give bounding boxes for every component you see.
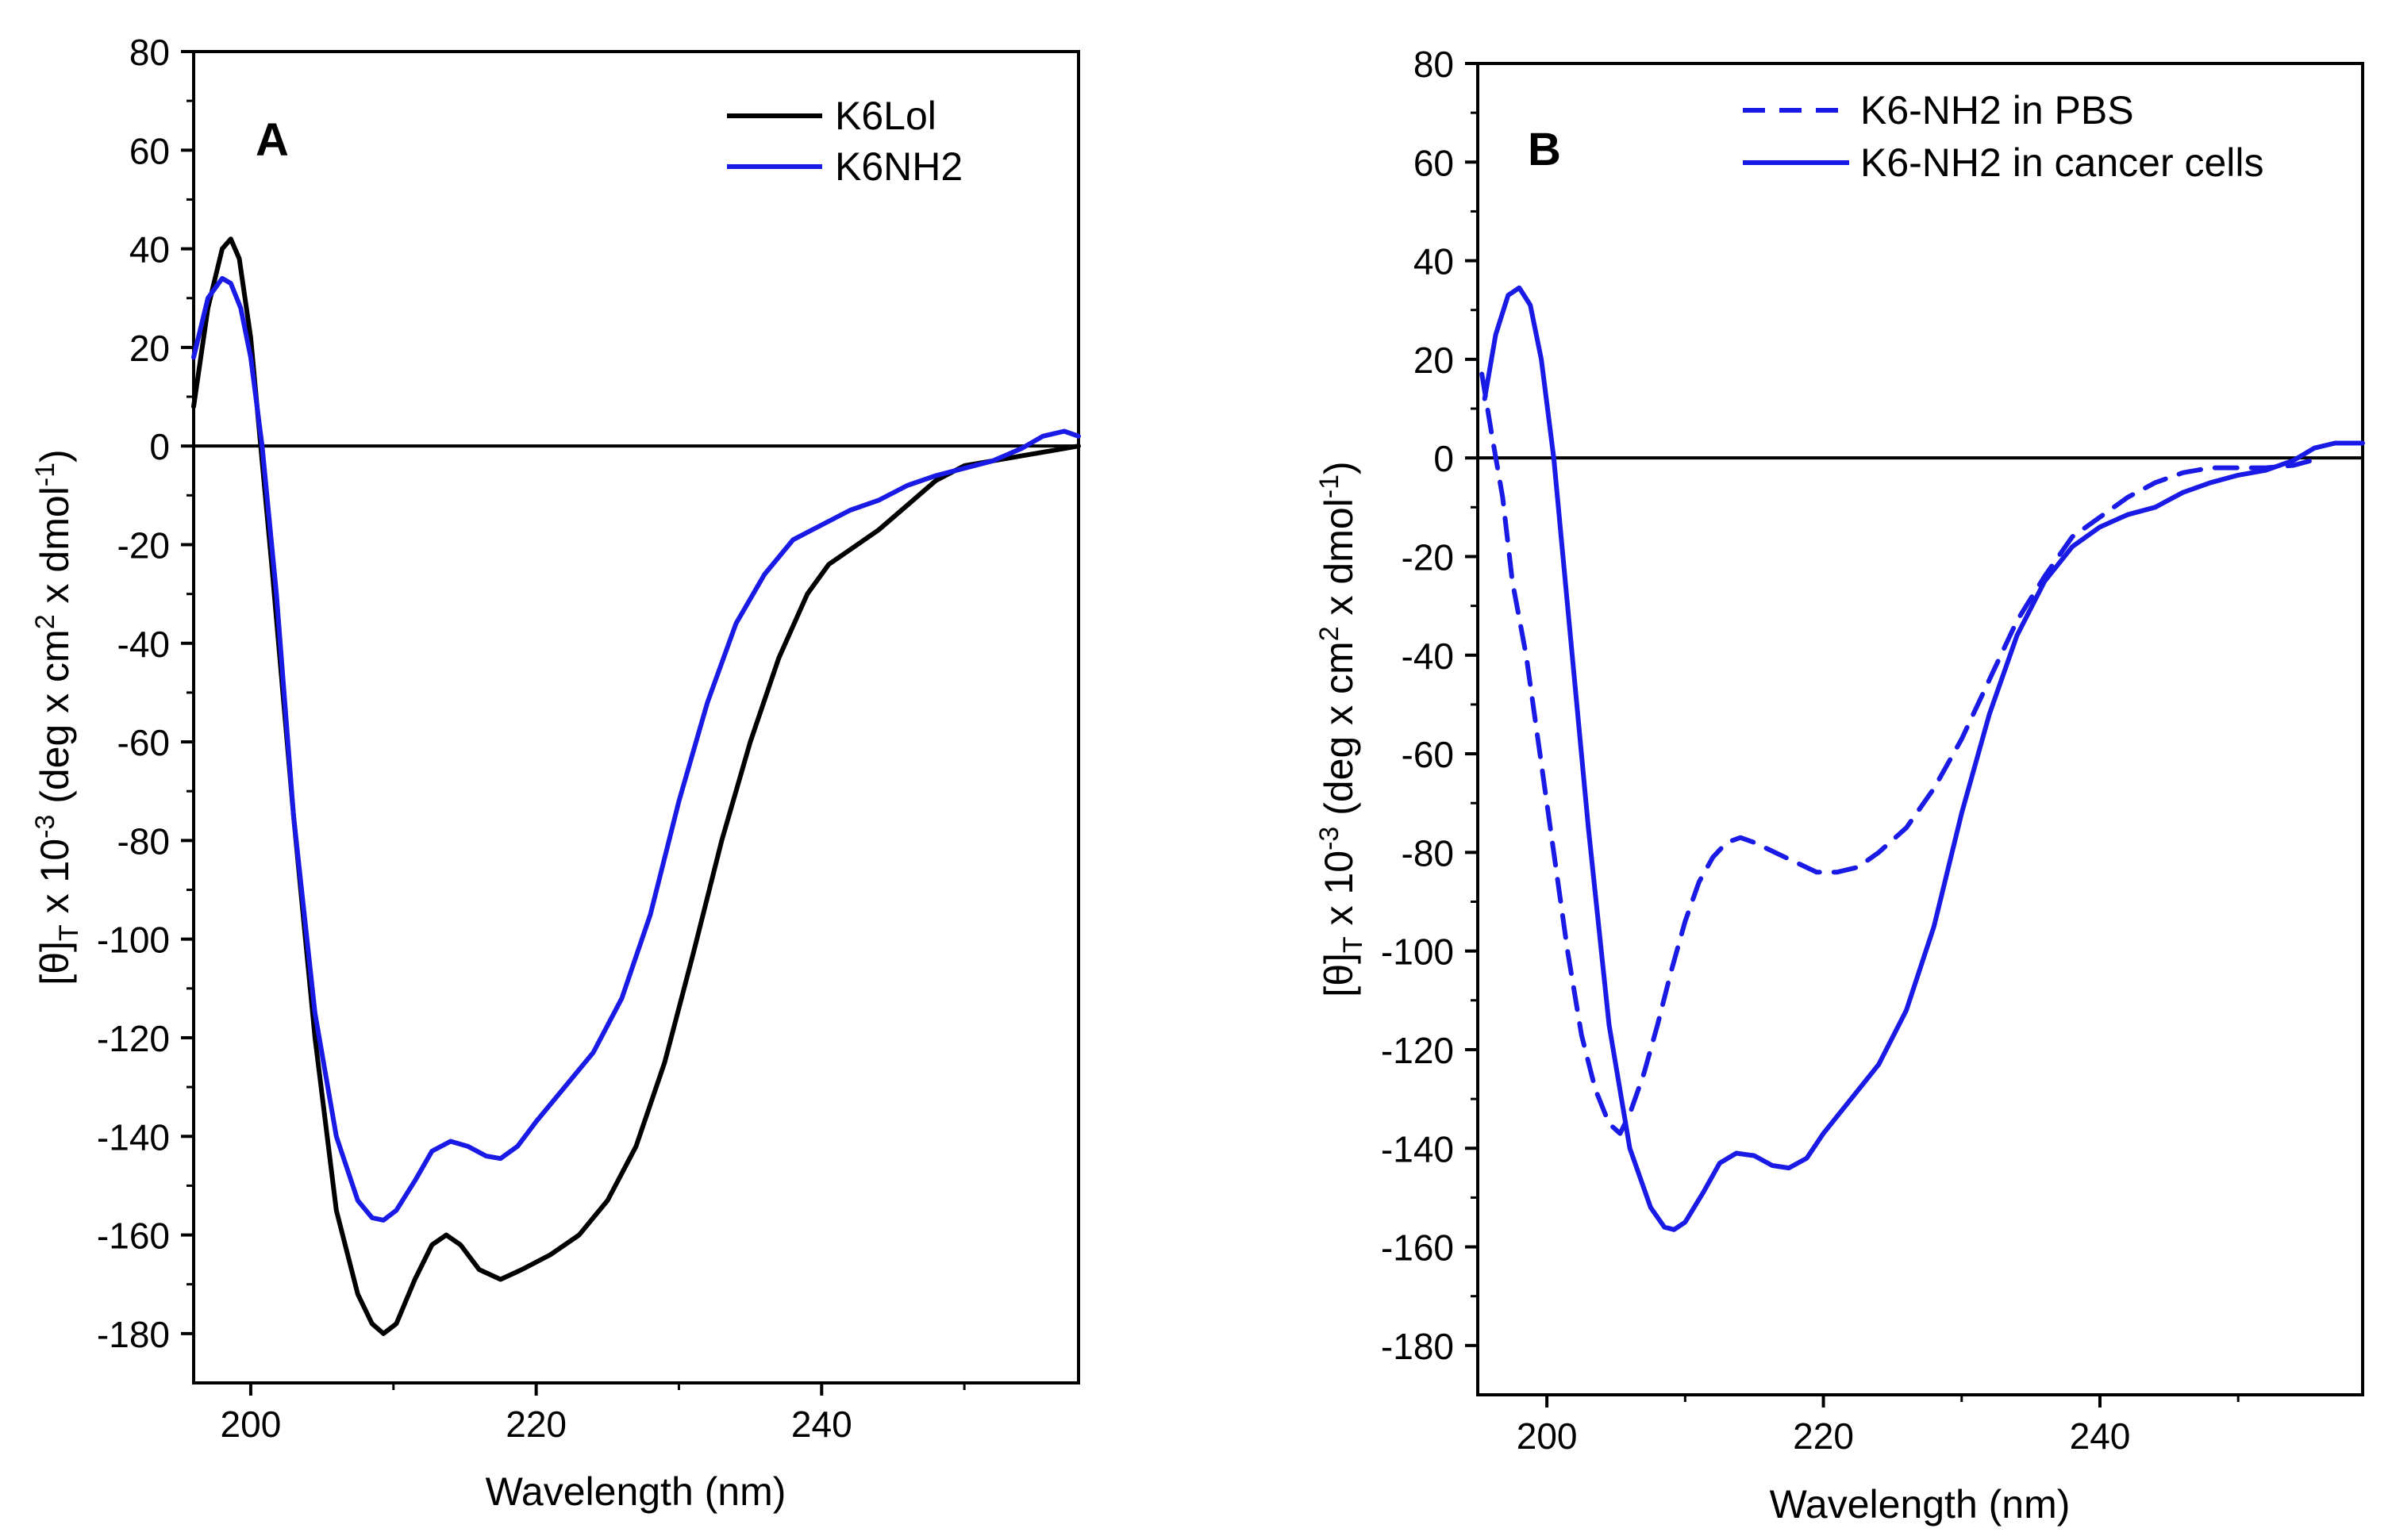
panel-b-ytick-label: 60 — [1413, 142, 1454, 183]
panel-a-ytick-label: -140 — [97, 1116, 170, 1158]
panel-b-ylabel-part: x 10 — [1317, 851, 1361, 936]
panel-a-ytick-label: -100 — [97, 920, 170, 961]
panel-b-ylabel-part: -1 — [1314, 474, 1344, 498]
panel-a-ylabel-part: x dmol — [33, 486, 77, 614]
panel-a-xlabel: Wavelength (nm) — [486, 1469, 786, 1514]
panel-a-chart: 806040200-20-40-60-80-100-120-140-160-18… — [30, 32, 1081, 1514]
panel-b-ytick-label: -80 — [1402, 832, 1454, 874]
panel-b-plot-frame — [1476, 62, 2364, 1396]
panel-a-ylabel: [θ]T x 10-3 (deg x cm2 x dmol-1) — [30, 449, 84, 985]
panel-a-ytick-label: 0 — [149, 426, 170, 467]
panel-a-ytick-label: -180 — [97, 1314, 170, 1355]
panel-b-ylabel-part: T — [1338, 936, 1368, 953]
panel-b-ylabel-part: [θ] — [1317, 953, 1361, 997]
panel-a-label: A — [256, 114, 289, 166]
panel-b-ytick-label: 0 — [1433, 438, 1454, 479]
panel-b-ytick-label: -120 — [1381, 1030, 1454, 1071]
panel-b-series-line — [1479, 371, 2324, 1136]
panel-a-plot-frame — [192, 50, 1080, 1384]
panel-a-ylabel-part: T — [54, 924, 84, 941]
panel-a-ylabel-part: (deg x cm — [33, 629, 77, 814]
panel-a-series-line — [191, 236, 1081, 1336]
panel-a-legend-label: K6Lol — [835, 94, 936, 138]
panel-b-ylabel-part: (deg x cm — [1317, 641, 1361, 826]
panel-b-ytick-label: -160 — [1381, 1227, 1454, 1269]
panel-b-xlabel: Wavelength (nm) — [1770, 1482, 2071, 1527]
panel-a-legend-label: K6NH2 — [835, 144, 963, 189]
panel-b-series — [1479, 285, 2365, 1232]
panel-b-ytick-label: -60 — [1402, 734, 1454, 775]
panel-a-ytick-label: 80 — [129, 32, 170, 73]
panel-b-chart: 806040200-20-40-60-80-100-120-140-160-18… — [1314, 44, 2365, 1527]
panel-a-series-line — [191, 275, 1081, 1223]
panel-a-ytick-label: 60 — [129, 130, 170, 171]
panel-a-ytick-label: 20 — [129, 328, 170, 369]
panel-a-legend: K6Lol K6NH2 — [727, 94, 963, 189]
panel-a-ylabel-part: -1 — [30, 463, 60, 486]
panel-b-ylabel-part: ) — [1317, 461, 1361, 474]
panel-a-ylabel-part: -3 — [30, 815, 60, 839]
panel-b-ytick-label: 20 — [1413, 340, 1454, 381]
panel-b-axes: 806040200-20-40-60-80-100-120-140-160-18… — [1381, 44, 2363, 1457]
panel-a-ytick-label: -80 — [117, 820, 170, 862]
panel-b-legend: K6-NH2 in PBS K6-NH2 in cancer cells — [1743, 88, 2264, 185]
panel-b-ytick-label: -180 — [1381, 1326, 1454, 1367]
panel-b-ytick-label: 80 — [1413, 44, 1454, 85]
panel-a-ylabel-part: 2 — [30, 614, 60, 629]
panel-a-ytick-label: -40 — [117, 624, 170, 665]
panel-b-series-line — [1482, 285, 2365, 1232]
panel-b-ytick-label: -140 — [1381, 1128, 1454, 1169]
panel-a-xtick-label: 220 — [506, 1404, 567, 1445]
panel-b-ytick-label: -20 — [1402, 536, 1454, 578]
panel-b-legend-label: K6-NH2 in cancer cells — [1860, 140, 2264, 185]
panel-b-ylabel-part: x dmol — [1317, 498, 1361, 626]
panel-a-series — [191, 236, 1081, 1336]
panel-b-legend-label: K6-NH2 in PBS — [1860, 88, 2134, 132]
panel-a-ytick-label: -20 — [117, 524, 170, 566]
panel-b-ytick-label: 40 — [1413, 241, 1454, 282]
panel-b-ytick-label: -100 — [1381, 931, 1454, 973]
panel-b-ylabel-part: -3 — [1314, 827, 1344, 851]
panel-b-xtick-label: 200 — [1517, 1415, 1578, 1457]
panel-a-ytick-label: -60 — [117, 722, 170, 763]
panel-b-ylabel: [θ]T x 10-3 (deg x cm2 x dmol-1) — [1314, 461, 1368, 997]
panel-a-xtick-label: 200 — [221, 1404, 282, 1445]
panel-a-axes: 806040200-20-40-60-80-100-120-140-160-18… — [97, 32, 1079, 1445]
panel-b-ylabel-part: 2 — [1314, 626, 1344, 641]
panel-b-xtick-label: 240 — [2070, 1415, 2131, 1457]
panel-b-ytick-label: -40 — [1402, 636, 1454, 677]
panel-a-xtick-label: 240 — [791, 1404, 852, 1445]
panel-a-ytick-label: -160 — [97, 1215, 170, 1257]
panel-b-xtick-label: 220 — [1793, 1415, 1854, 1457]
panel-a-ylabel-part: ) — [33, 449, 77, 463]
panel-a-ylabel-part: x 10 — [33, 839, 77, 924]
panel-a-ytick-label: -120 — [97, 1018, 170, 1059]
panel-a-ytick-label: 40 — [129, 229, 170, 271]
panel-b-label: B — [1528, 124, 1561, 175]
panel-a-ylabel-part: [θ] — [33, 941, 77, 985]
